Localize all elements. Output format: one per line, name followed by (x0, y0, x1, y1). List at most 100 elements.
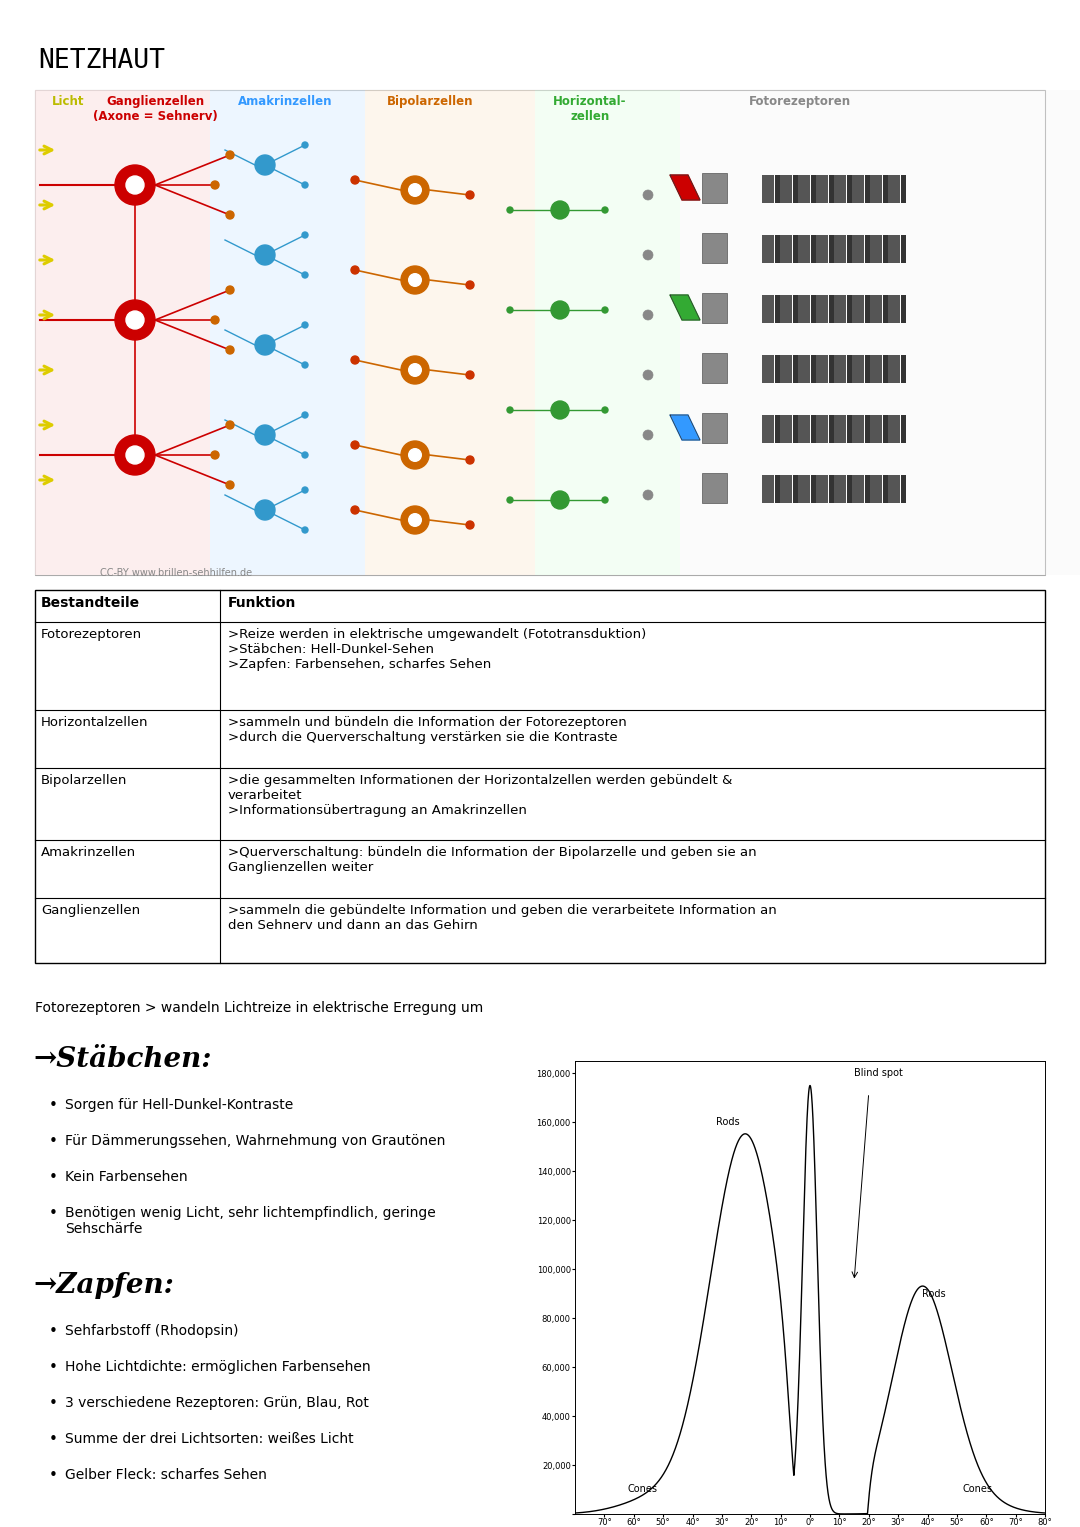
Text: Für Dämmerungssehen, Wahrnehmung von Grautönen: Für Dämmerungssehen, Wahrnehmung von Gra… (65, 1135, 445, 1148)
Bar (793, 176, 798, 203)
Bar (834, 295, 846, 324)
Circle shape (302, 452, 308, 458)
Circle shape (255, 244, 275, 266)
Text: Summe der drei Lichtsorten: weißes Licht: Summe der drei Lichtsorten: weißes Licht (65, 1432, 353, 1446)
Circle shape (401, 441, 429, 469)
Circle shape (401, 505, 429, 534)
Text: Kein Farbensehen: Kein Farbensehen (65, 1170, 188, 1183)
Circle shape (351, 356, 359, 363)
Bar (762, 475, 774, 502)
Circle shape (602, 496, 608, 502)
Bar (811, 176, 816, 203)
Bar (811, 354, 816, 383)
Bar (811, 415, 816, 443)
Bar (793, 475, 798, 502)
Bar (901, 475, 906, 502)
Text: Horizontalzellen: Horizontalzellen (41, 716, 149, 728)
Text: >die gesammelten Informationen der Horizontalzellen werden gebündelt &
verarbeit: >die gesammelten Informationen der Horiz… (228, 774, 732, 817)
Circle shape (507, 408, 513, 412)
Circle shape (302, 487, 308, 493)
Text: →Stäbchen:: →Stäbchen: (33, 1046, 212, 1073)
Circle shape (465, 191, 474, 199)
Text: Amakrinzellen: Amakrinzellen (238, 95, 333, 108)
Bar (798, 176, 810, 203)
Circle shape (408, 449, 421, 461)
Circle shape (302, 142, 308, 148)
Bar (793, 354, 798, 383)
Bar (702, 173, 727, 203)
Bar (702, 353, 727, 383)
Bar (829, 176, 834, 203)
Circle shape (401, 266, 429, 295)
Bar (210, 90, 365, 576)
Bar (702, 473, 727, 502)
Text: Ganglienzellen
(Axone = Sehnerv): Ganglienzellen (Axone = Sehnerv) (93, 95, 217, 124)
Circle shape (211, 182, 219, 189)
Text: Funktion: Funktion (228, 596, 296, 609)
Bar (829, 295, 834, 324)
Bar (780, 235, 792, 263)
Bar (847, 415, 852, 443)
Text: Sehfarbstoff (Rhodopsin): Sehfarbstoff (Rhodopsin) (65, 1324, 239, 1338)
Circle shape (408, 273, 421, 286)
Text: Gelber Fleck: scharfes Sehen: Gelber Fleck: scharfes Sehen (65, 1467, 267, 1483)
Circle shape (211, 316, 219, 324)
Bar (829, 415, 834, 443)
Text: →Zapfen:: →Zapfen: (33, 1272, 174, 1299)
Bar (762, 354, 774, 383)
Text: >Querverschaltung: bündeln die Information der Bipolarzelle und geben sie an
Gan: >Querverschaltung: bündeln die Informati… (228, 846, 757, 873)
Text: •: • (49, 1098, 58, 1113)
Bar (847, 176, 852, 203)
Text: Bipolarzellen: Bipolarzellen (41, 774, 127, 786)
Text: Benötigen wenig Licht, sehr lichtempfindlich, geringe
Sehschärfe: Benötigen wenig Licht, sehr lichtempfind… (65, 1206, 435, 1237)
Polygon shape (670, 176, 700, 200)
Bar (780, 475, 792, 502)
Bar (883, 354, 888, 383)
Circle shape (643, 431, 653, 440)
Bar (870, 415, 882, 443)
Bar (762, 235, 774, 263)
Bar (793, 235, 798, 263)
Bar (816, 235, 828, 263)
Circle shape (302, 322, 308, 328)
Text: •: • (49, 1361, 58, 1374)
Bar (847, 354, 852, 383)
Bar (35, 90, 210, 576)
Circle shape (302, 182, 308, 188)
Bar (780, 176, 792, 203)
Text: >sammeln die gebündelte Information und geben die verarbeitete Information an
de: >sammeln die gebündelte Information und … (228, 904, 777, 931)
Text: Bestandteile: Bestandteile (41, 596, 140, 609)
Bar (901, 415, 906, 443)
Circle shape (302, 232, 308, 238)
Text: CC-BY www.brillen-sehhilfen.de: CC-BY www.brillen-sehhilfen.de (100, 568, 252, 579)
Bar (865, 295, 870, 324)
Text: •: • (49, 1396, 58, 1411)
Circle shape (465, 371, 474, 379)
Bar (780, 295, 792, 324)
Bar (852, 295, 864, 324)
Bar (780, 354, 792, 383)
Circle shape (126, 176, 144, 194)
Bar (775, 176, 780, 203)
Bar (35, 589, 1045, 964)
Bar (775, 475, 780, 502)
Bar (35, 90, 1045, 576)
Bar (834, 176, 846, 203)
Text: •: • (49, 1206, 58, 1222)
Bar (702, 234, 727, 263)
Circle shape (226, 421, 234, 429)
Circle shape (255, 156, 275, 176)
Bar (847, 475, 852, 502)
Bar (852, 176, 864, 203)
Circle shape (507, 208, 513, 212)
Circle shape (643, 370, 653, 380)
Bar (865, 176, 870, 203)
Circle shape (351, 176, 359, 183)
Bar (865, 475, 870, 502)
Bar (811, 235, 816, 263)
Bar (883, 176, 888, 203)
Bar (883, 295, 888, 324)
Text: Blind spot: Blind spot (854, 1069, 903, 1078)
Bar (865, 354, 870, 383)
Bar (816, 176, 828, 203)
